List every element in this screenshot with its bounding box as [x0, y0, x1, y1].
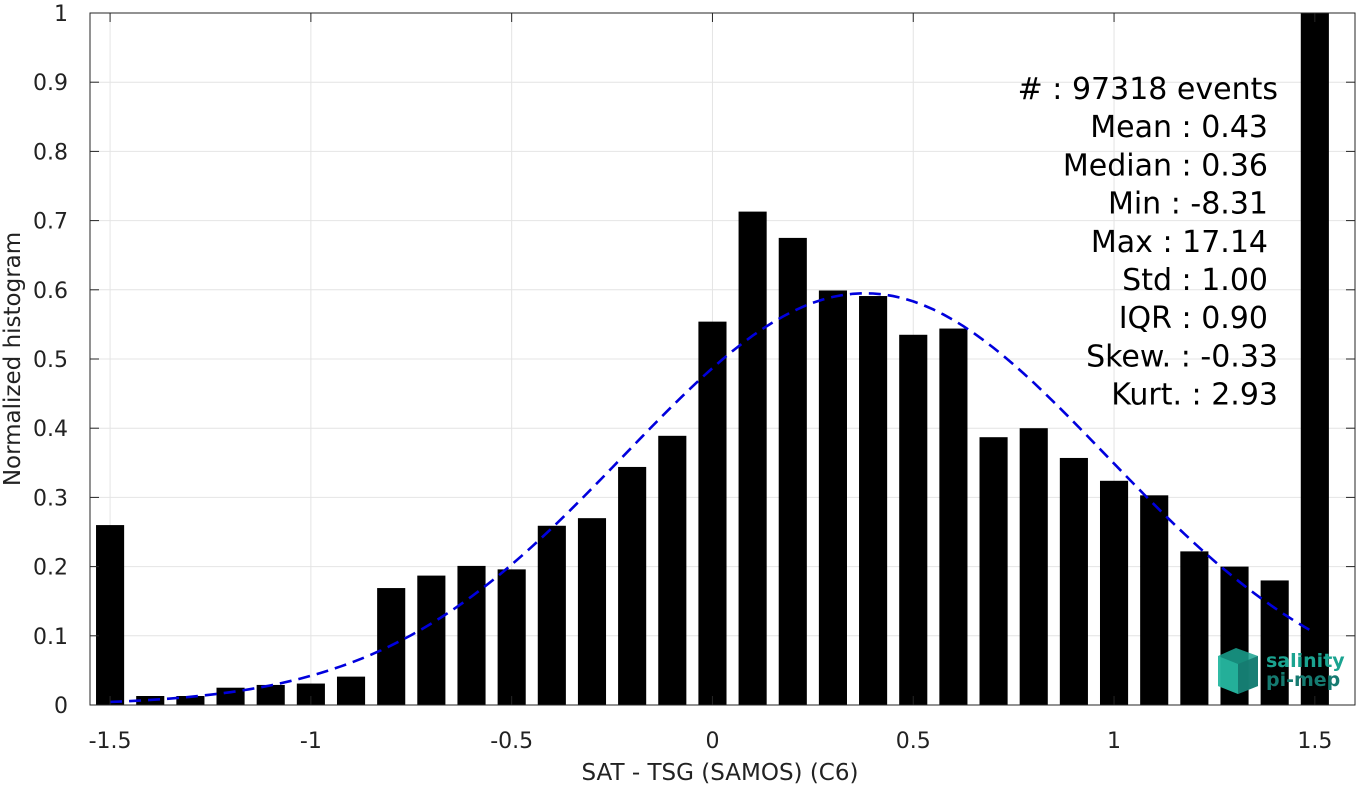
stat-line: Skew. : -0.33 — [1086, 339, 1278, 374]
histogram-bar — [1140, 495, 1169, 705]
axis-ticks — [90, 12, 1355, 706]
histogram-bar — [618, 466, 647, 705]
y-tick-label: 0.4 — [33, 417, 68, 442]
histogram-bar — [457, 565, 486, 705]
y-tick-label: 0.3 — [33, 486, 68, 511]
histogram-bar — [1260, 580, 1289, 705]
histogram-bar — [176, 696, 205, 705]
y-tick-label: 0.5 — [33, 348, 68, 373]
histogram-bar — [96, 525, 125, 705]
x-tick-label: -1.5 — [89, 729, 132, 754]
y-axis-title: Normalized histogram — [0, 232, 26, 486]
x-tick-label: 1.5 — [1297, 729, 1332, 754]
histogram-bars — [96, 13, 1329, 705]
y-tick-labels: 0 0.1 0.2 0.3 0.4 0.5 0.6 0.7 0.8 0.9 1 — [33, 2, 68, 719]
stat-line: Median : 0.36 — [1063, 148, 1268, 183]
histogram-bar — [939, 328, 968, 705]
histogram-bar — [698, 321, 727, 705]
logo-text-pimep: pi-mep — [1266, 669, 1340, 691]
histogram-bar — [658, 435, 687, 705]
histogram-bar — [1300, 13, 1329, 705]
x-axis-title: SAT - TSG (SAMOS) (C6) — [582, 760, 859, 785]
y-tick-label: 0.8 — [33, 140, 68, 165]
logo-text-salinity: salinity — [1266, 650, 1345, 672]
histogram-bar — [537, 525, 566, 705]
histogram-bar — [336, 676, 366, 705]
histogram-bar — [818, 290, 847, 705]
y-tick-label: 0.7 — [33, 210, 68, 235]
histogram-bar — [1059, 457, 1088, 705]
logo-cube-facet — [1238, 656, 1258, 694]
salinity-pimep-logo: salinity pi-mep — [1218, 648, 1345, 694]
y-tick-label: 0.1 — [33, 625, 68, 650]
histogram-bar — [979, 437, 1008, 705]
stat-line: Std : 1.00 — [1122, 263, 1268, 298]
x-tick-label: -0.5 — [490, 729, 533, 754]
x-tick-label: 0 — [705, 729, 719, 754]
x-tick-label: 1 — [1107, 729, 1121, 754]
histogram-bar — [256, 684, 285, 705]
stat-line: Mean : 0.43 — [1090, 110, 1268, 145]
y-tick-label: 0.9 — [33, 71, 68, 96]
x-tick-label: -1 — [300, 729, 322, 754]
histogram-bar — [1019, 428, 1048, 705]
stat-line: Max : 17.14 — [1091, 225, 1268, 260]
y-tick-label: 0 — [54, 694, 68, 719]
histogram-bar — [1099, 480, 1129, 705]
stat-line: Min : -8.31 — [1108, 187, 1268, 222]
logo-cube-facet — [1218, 656, 1238, 694]
x-tick-label: 0.5 — [896, 729, 931, 754]
histogram-bar — [497, 569, 526, 705]
histogram-bar — [577, 518, 607, 705]
histogram-bar — [738, 211, 767, 705]
stat-line: Kurt. : 2.93 — [1111, 378, 1278, 413]
histogram-bar — [296, 683, 325, 705]
stat-line: IQR : 0.90 — [1119, 301, 1268, 336]
y-tick-label: 1 — [54, 2, 68, 27]
x-tick-labels: -1.5 -1 -0.5 0 0.5 1 1.5 — [89, 729, 1333, 754]
histogram-bar — [216, 687, 245, 705]
histogram-bar — [899, 334, 928, 705]
histogram-bar — [859, 296, 888, 705]
histogram-bar — [1180, 551, 1209, 705]
histogram-bar — [417, 575, 446, 705]
gaussian-fit-curve — [110, 291, 1316, 704]
y-tick-label: 0.6 — [33, 279, 68, 304]
stat-line: # : 97318 events — [1018, 72, 1278, 107]
y-tick-label: 0.2 — [33, 556, 68, 581]
